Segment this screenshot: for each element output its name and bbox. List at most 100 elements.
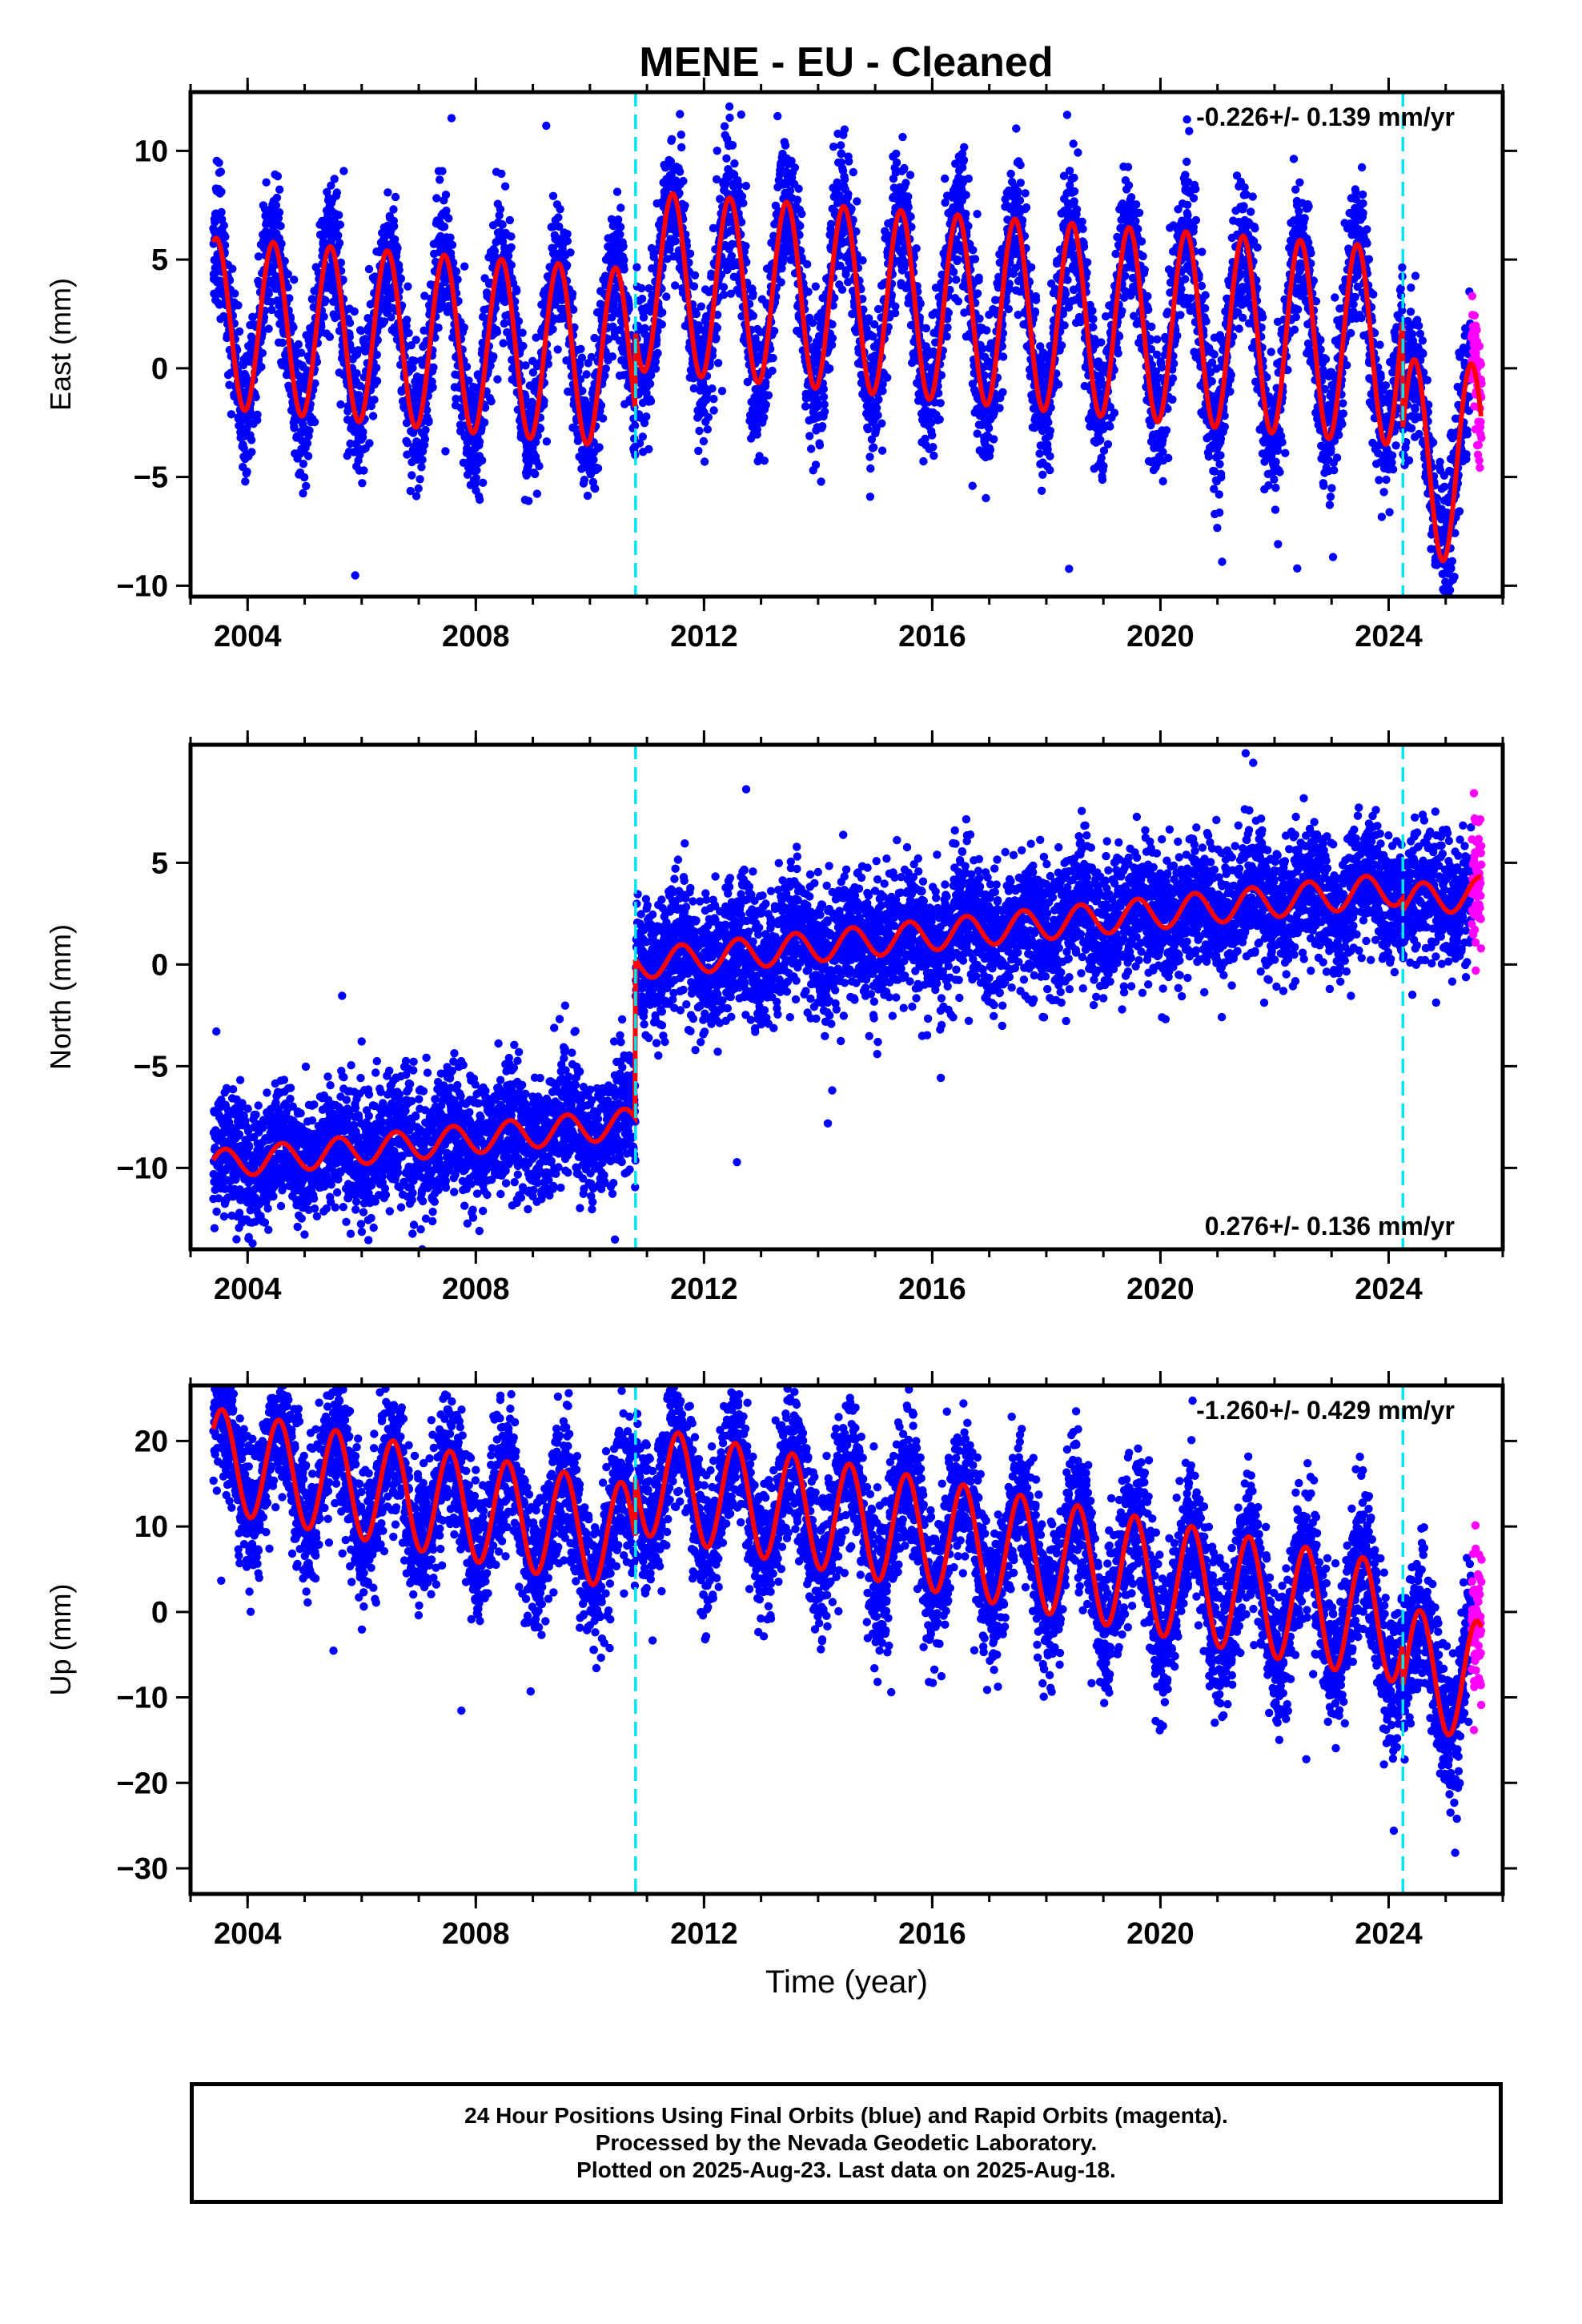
final-orbit-point	[492, 328, 502, 336]
final-orbit-point	[475, 437, 484, 446]
final-orbit-point	[505, 215, 514, 225]
final-orbit-point	[697, 302, 705, 311]
final-orbit-point	[350, 307, 359, 316]
final-orbit-point	[1030, 307, 1040, 316]
final-orbit-point	[285, 294, 294, 303]
final-orbit-point	[403, 316, 412, 324]
final-orbit-point	[768, 366, 777, 376]
final-orbit-point	[811, 460, 821, 469]
final-orbit-point	[452, 394, 460, 404]
final-orbit-point	[928, 431, 937, 440]
final-orbit-point	[959, 155, 969, 165]
final-orbit-point	[480, 403, 490, 412]
final-orbit-point	[528, 368, 538, 377]
final-orbit-point	[319, 312, 328, 321]
final-orbit-point	[235, 327, 244, 336]
final-orbit-point	[299, 489, 307, 498]
final-orbit-point	[217, 207, 226, 217]
final-orbit-point	[548, 191, 558, 200]
final-orbit-point	[225, 380, 234, 389]
final-orbit-point	[563, 261, 572, 270]
final-orbit-point	[964, 174, 974, 183]
final-orbit-point	[569, 305, 578, 314]
final-orbit-point	[796, 221, 805, 231]
final-orbit-point	[694, 446, 703, 456]
final-orbit-point	[769, 353, 777, 363]
final-orbit-point	[760, 456, 769, 465]
final-orbit-point	[872, 404, 881, 412]
final-orbit-point	[332, 188, 341, 197]
final-orbit-point	[749, 289, 757, 299]
final-orbit-point	[840, 175, 849, 184]
final-orbit-point	[877, 446, 887, 455]
final-orbit-point	[423, 405, 432, 415]
final-orbit-point	[900, 163, 909, 173]
final-orbit-point	[563, 230, 572, 239]
data-points	[209, 102, 1486, 597]
final-orbit-point	[840, 125, 849, 134]
final-orbit-point	[760, 413, 769, 422]
final-orbit-point	[334, 231, 343, 240]
final-orbit-point	[704, 412, 713, 422]
final-orbit-point	[998, 352, 1008, 361]
final-orbit-point	[290, 275, 299, 284]
final-orbit-point	[819, 384, 828, 393]
final-orbit-point	[335, 211, 343, 219]
final-orbit-point	[790, 163, 800, 172]
final-orbit-point	[829, 143, 838, 151]
final-orbit-point	[449, 258, 458, 267]
final-orbit-point	[817, 422, 827, 431]
final-orbit-point	[962, 191, 970, 199]
final-orbit-point	[797, 209, 806, 219]
final-orbit-point	[1026, 263, 1036, 271]
final-orbit-point	[777, 278, 785, 287]
final-orbit-point	[969, 246, 978, 255]
final-orbit-point	[591, 485, 600, 493]
final-orbit-point	[391, 192, 400, 202]
final-orbit-point	[595, 443, 604, 452]
final-orbit-point	[264, 324, 273, 333]
final-orbit-point	[460, 323, 468, 332]
final-orbit-point	[608, 352, 617, 361]
final-orbit-point	[280, 256, 289, 266]
final-orbit-point	[962, 209, 970, 219]
final-orbit-point	[548, 325, 557, 334]
final-orbit-point	[531, 469, 540, 479]
final-orbit-point	[891, 302, 900, 311]
final-orbit-point	[553, 345, 562, 354]
final-orbit-point	[540, 396, 548, 406]
final-orbit-point	[708, 384, 717, 393]
final-orbit-point	[970, 255, 980, 263]
final-orbit-point	[616, 230, 624, 239]
final-orbit-point	[645, 380, 655, 388]
final-orbit-point	[307, 295, 316, 304]
final-orbit-point	[391, 235, 400, 244]
final-orbit-point	[544, 360, 552, 368]
final-orbit-point	[773, 111, 782, 121]
final-orbit-point	[542, 121, 551, 131]
final-orbit-point	[390, 222, 399, 231]
final-orbit-point	[642, 412, 651, 421]
final-orbit-point	[490, 247, 500, 255]
final-orbit-point	[865, 493, 875, 501]
final-orbit-point	[865, 452, 874, 461]
final-orbit-point	[403, 439, 412, 448]
final-orbit-point	[1004, 304, 1014, 314]
final-orbit-point	[681, 201, 689, 210]
final-orbit-point	[817, 477, 825, 486]
final-orbit-point	[582, 370, 591, 379]
final-orbit-point	[685, 249, 695, 258]
final-orbit-point	[452, 267, 461, 276]
final-orbit-point	[640, 324, 649, 332]
final-orbit-point	[919, 456, 928, 466]
final-orbit-point	[901, 179, 910, 187]
final-orbit-point	[620, 255, 628, 264]
final-orbit-point	[493, 375, 502, 384]
final-orbit-point	[521, 361, 530, 370]
final-orbit-point	[657, 320, 666, 329]
final-orbit-point	[389, 205, 398, 214]
final-orbit-point	[703, 425, 712, 434]
final-orbit-point	[372, 350, 381, 360]
final-orbit-point	[1046, 452, 1054, 460]
final-orbit-point	[954, 255, 962, 264]
